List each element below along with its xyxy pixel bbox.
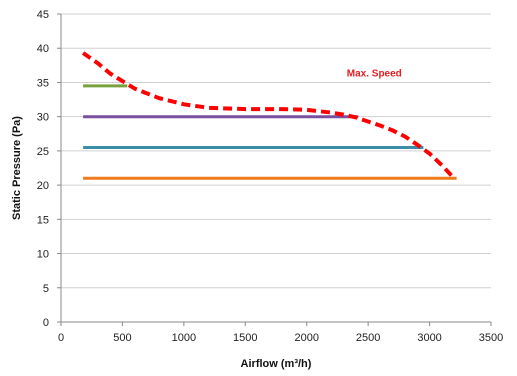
y-tick-label-5: 25 — [37, 146, 49, 158]
axes — [57, 13, 492, 326]
x-tick-label-6: 3000 — [417, 332, 441, 344]
labels-layer: 0 5 10 15 20 25 30 35 40 45 0 500 1000 1500 2000 2500 30… — [37, 9, 503, 344]
x-tick-label-1: 500 — [113, 332, 131, 344]
annotation-background-0 — [339, 64, 410, 80]
y-tick-label-4: 20 — [37, 180, 49, 192]
annotation-max-speed: Max. Speed — [347, 69, 402, 80]
series-layer — [81, 51, 457, 180]
x-tick-label-4: 2000 — [294, 332, 318, 344]
x-tick-label-0: 0 — [58, 332, 64, 344]
x-tick-label-2: 1000 — [172, 332, 196, 344]
y-tick-label-8: 40 — [37, 43, 49, 55]
y-tick-label-6: 30 — [37, 112, 49, 124]
x-axis-title: Airflow (m³/h) — [241, 358, 312, 370]
y-tick-label-1: 5 — [43, 283, 49, 295]
x-tick-label-3: 1500 — [233, 332, 257, 344]
y-axis-title: Static Pressure (Pa) — [11, 116, 23, 220]
y-tick-label-3: 15 — [37, 214, 49, 226]
y-tick-label-7: 35 — [37, 77, 49, 89]
y-tick-label-0: 0 — [43, 317, 49, 329]
x-tick-label-5: 2500 — [356, 332, 380, 344]
x-tick-label-7: 3500 — [479, 332, 503, 344]
y-tick-label-9: 45 — [37, 9, 49, 21]
y-tick-label-2: 10 — [37, 249, 49, 261]
